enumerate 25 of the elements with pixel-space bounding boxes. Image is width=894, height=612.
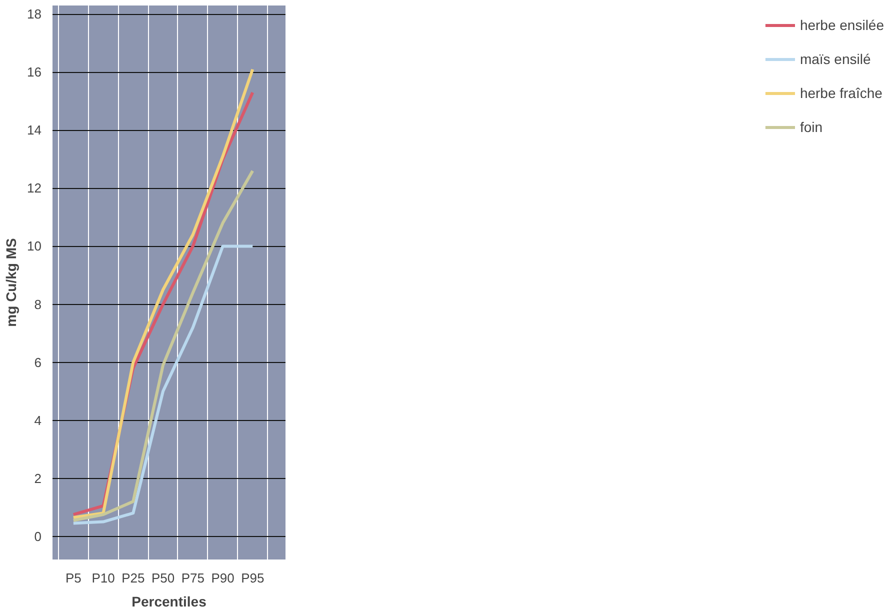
y-tick-label: 16 (27, 64, 42, 80)
x-axis-title: Percentiles (132, 594, 207, 610)
x-tick-label: P75 (181, 570, 204, 586)
y-tick-label: 6 (34, 354, 42, 370)
y-tick-label: 10 (27, 238, 42, 254)
line-series (72, 169, 254, 522)
x-tick-label: P50 (151, 570, 175, 586)
legend-label: foin (800, 119, 823, 135)
legend-label: herbe fraîche (800, 85, 882, 101)
y-axis-title: mg Cu/kg MS (3, 238, 20, 327)
y-tick-label: 0 (34, 528, 42, 544)
legend-label: herbe ensilée (800, 17, 884, 33)
y-tick-label: 2 (34, 470, 42, 486)
x-tick-label: P25 (122, 570, 145, 586)
line-series (72, 244, 254, 525)
x-tick-label: P95 (241, 570, 264, 586)
y-tick-label: 12 (27, 180, 42, 196)
x-tick-label: P90 (211, 570, 234, 586)
legend-label: maïs ensilé (800, 51, 871, 67)
y-tick-label: 14 (27, 122, 42, 138)
x-tick-label: P10 (92, 570, 115, 586)
y-tick-label: 8 (34, 296, 42, 312)
x-tick-label: P5 (65, 570, 82, 586)
y-tick-label: 4 (34, 412, 42, 428)
y-tick-label: 18 (27, 6, 42, 22)
